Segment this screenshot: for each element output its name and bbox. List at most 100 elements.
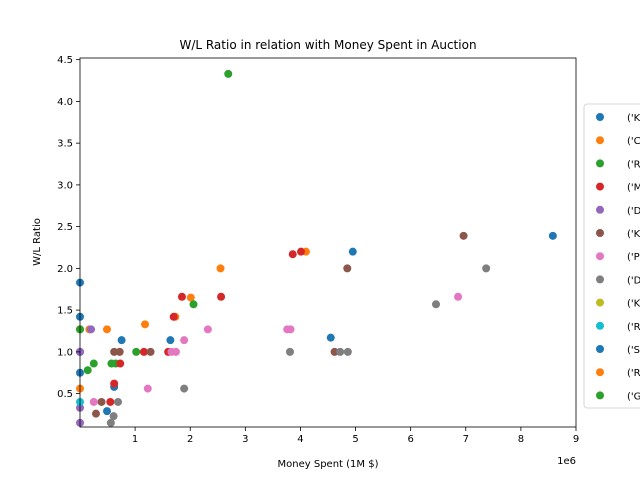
plot-frame xyxy=(79,57,577,428)
legend-label-12: ('G xyxy=(627,391,640,402)
data-point-s0-p4 xyxy=(117,336,126,345)
y-tick-label-4: 2.5 xyxy=(57,222,73,233)
data-point-s0-p9 xyxy=(103,407,112,416)
data-point-s6-p3 xyxy=(171,347,180,356)
data-point-s5-p0 xyxy=(91,409,100,418)
data-point-s3-p3 xyxy=(139,347,148,356)
data-point-s7-p6 xyxy=(343,347,352,356)
data-point-s7-p1 xyxy=(109,412,118,421)
x-tick-label-2: 3 xyxy=(242,434,248,445)
x-axis-label: Money Spent (1M $) xyxy=(278,459,379,470)
legend-frame xyxy=(583,103,640,409)
x-ticks: 1 2 3 4 5 6 7 8 9 xyxy=(132,427,579,445)
data-point-s2-p1 xyxy=(83,366,92,375)
legend-marker-7 xyxy=(596,275,604,284)
legend-marker-10 xyxy=(596,345,604,353)
data-point-s0-p5 xyxy=(166,336,175,345)
x-tick-label-5: 6 xyxy=(407,434,413,445)
data-point-s2-p6 xyxy=(189,300,198,309)
y-axis-label: W/L Ratio xyxy=(32,218,43,266)
data-point-s7-p4 xyxy=(285,347,294,356)
data-point-s3-p6 xyxy=(177,292,186,301)
legend-label-10: ('S xyxy=(627,345,640,356)
data-point-s1-p6 xyxy=(186,293,195,302)
legend-marker-1 xyxy=(596,136,604,145)
legend-label-4: ('D xyxy=(627,206,640,217)
y-tick-label-8: 4.5 xyxy=(57,55,73,66)
data-point-s3-p2 xyxy=(116,359,125,368)
data-point-s5-p4 xyxy=(146,347,155,356)
data-point-s3-p1 xyxy=(110,379,119,388)
y-tick-label-7: 4.0 xyxy=(57,97,73,108)
data-point-s3-p9 xyxy=(296,247,305,256)
data-points-layer xyxy=(76,69,557,427)
legend-label-11: ('R xyxy=(627,368,640,379)
data-point-s2-p2 xyxy=(89,359,98,368)
data-point-s5-p2 xyxy=(110,347,119,356)
data-point-s5-p5 xyxy=(330,347,339,356)
legend-label-7: ('D xyxy=(627,275,640,286)
data-point-s6-p7 xyxy=(286,325,295,334)
x-tick-label-0: 1 xyxy=(132,434,138,445)
x-tick-label-1: 2 xyxy=(187,434,193,445)
legend-label-1: ('C xyxy=(627,136,640,147)
y-tick-label-5: 3.0 xyxy=(57,180,73,191)
data-point-s0-p8 xyxy=(548,231,557,240)
legend-label-0: ('K xyxy=(627,113,640,124)
legend-label-6: ('P xyxy=(627,252,640,263)
data-point-s5-p7 xyxy=(459,231,468,240)
data-point-s6-p8 xyxy=(454,292,463,301)
data-point-s1-p3 xyxy=(103,325,112,334)
legend-label-8: ('K xyxy=(627,299,640,310)
data-point-s6-p1 xyxy=(143,384,152,393)
data-point-s3-p8 xyxy=(288,250,297,259)
chart-title: W/L Ratio in relation with Money Spent i… xyxy=(179,38,476,52)
legend-label-2: ('R xyxy=(627,159,640,170)
data-point-s6-p4 xyxy=(180,336,189,345)
data-point-s3-p0 xyxy=(106,397,115,406)
x-axis-offset-label: 1e6 xyxy=(557,456,576,467)
data-point-s1-p4 xyxy=(141,320,150,329)
x-tick-label-6: 7 xyxy=(463,434,469,445)
legend-label-3: ('M xyxy=(627,183,640,194)
legend-marker-2 xyxy=(596,159,604,168)
data-point-s4-p2 xyxy=(87,325,96,334)
y-tick-label-0: 0.5 xyxy=(57,389,73,400)
y-tick-label-3: 2.0 xyxy=(57,264,73,275)
data-point-s7-p7 xyxy=(432,300,441,309)
legend-marker-6 xyxy=(596,252,604,261)
data-point-s2-p7 xyxy=(224,69,233,78)
data-point-s6-p5 xyxy=(203,325,212,334)
legend-marker-8 xyxy=(596,298,604,307)
legend-marker-5 xyxy=(596,229,604,237)
data-point-s3-p7 xyxy=(217,292,226,301)
data-point-s7-p2 xyxy=(114,397,123,406)
data-point-s7-p8 xyxy=(482,264,491,273)
legend-marker-12 xyxy=(596,391,604,400)
legend-label-9: ('R xyxy=(627,322,640,333)
legend-marker-4 xyxy=(596,205,604,214)
legend-marker-0 xyxy=(596,113,604,121)
data-point-s7-p5 xyxy=(336,347,345,356)
x-tick-label-7: 8 xyxy=(518,434,524,445)
data-point-s7-p0 xyxy=(106,418,115,427)
data-point-s5-p1 xyxy=(97,397,106,406)
data-point-s5-p3 xyxy=(115,347,124,356)
data-point-s0-p7 xyxy=(348,247,357,256)
data-point-s5-p6 xyxy=(343,264,352,273)
legend-marker-3 xyxy=(596,182,604,191)
x-tick-label-4: 5 xyxy=(352,434,358,445)
y-tick-label-6: 3.5 xyxy=(57,139,73,150)
legend-marker-11 xyxy=(596,368,604,377)
data-point-s0-p6 xyxy=(326,333,335,342)
data-point-s3-p5 xyxy=(169,312,178,321)
x-tick-label-3: 4 xyxy=(297,434,303,445)
data-point-s7-p3 xyxy=(180,384,189,393)
data-point-s1-p7 xyxy=(216,264,225,273)
x-tick-label-8: 9 xyxy=(573,434,579,445)
y-ticks: 0.5 1.0 1.5 2.0 2.5 3.0 3.5 4.0 4.5 xyxy=(57,55,80,400)
legend-marker-9 xyxy=(596,321,604,330)
y-tick-label-1: 1.0 xyxy=(57,347,73,358)
legend: ('K ('C ('R ('M ('D ('K ('P ('D ('K ('R ('S ('R ('G xyxy=(583,103,640,409)
